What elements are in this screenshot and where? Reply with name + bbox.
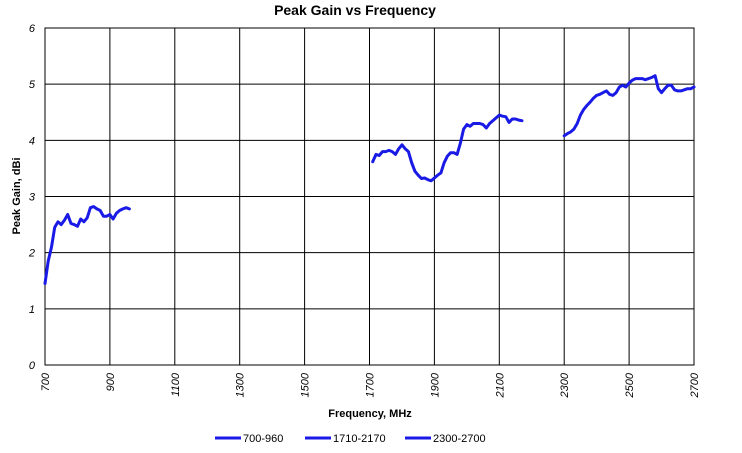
x-tick-label: 2700 xyxy=(689,372,701,398)
y-tick-label: 6 xyxy=(29,23,36,35)
series-line-1 xyxy=(371,113,524,183)
y-tick-label: 4 xyxy=(29,135,35,147)
y-tick-label: 1 xyxy=(29,304,35,316)
x-tick-label: 2500 xyxy=(624,372,636,398)
x-tick-label: 1500 xyxy=(300,372,312,397)
legend-label-0: 700-960 xyxy=(243,433,283,445)
y-tick-labels: 0 1 2 3 4 5 6 xyxy=(28,23,36,372)
x-tick-label: 1300 xyxy=(235,372,247,397)
x-tick-label: 700 xyxy=(40,372,52,391)
legend-label-2: 2300-2700 xyxy=(433,433,486,445)
x-tick-label: 2100 xyxy=(494,372,506,398)
x-axis-label: Frequency, MHz xyxy=(328,408,412,420)
y-tick-label: 2 xyxy=(28,248,35,260)
legend-label-1: 1710-2170 xyxy=(333,433,386,445)
x-tick-label: 1700 xyxy=(365,372,377,397)
y-axis-label: Peak Gain, dBi xyxy=(11,157,23,234)
x-tick-label: 900 xyxy=(105,372,117,391)
x-tick-labels: 700 900 1100 1300 1500 1700 1900 2100 2300 2500 27… xyxy=(40,372,701,398)
series-line-2 xyxy=(562,74,696,138)
x-tick-label: 1900 xyxy=(429,372,441,397)
x-tick-label: 1100 xyxy=(170,372,182,397)
chart-legend: 700-960 1710-2170 2300-2700 xyxy=(215,433,486,445)
chart-title: Peak Gain vs Frequency xyxy=(274,2,436,18)
y-tick-label: 5 xyxy=(29,79,36,91)
x-tick-label: 2300 xyxy=(559,372,571,398)
series-line-0 xyxy=(43,205,131,286)
y-tick-label: 3 xyxy=(29,192,36,204)
series-layer xyxy=(43,74,696,286)
y-tick-label: 0 xyxy=(29,360,36,372)
